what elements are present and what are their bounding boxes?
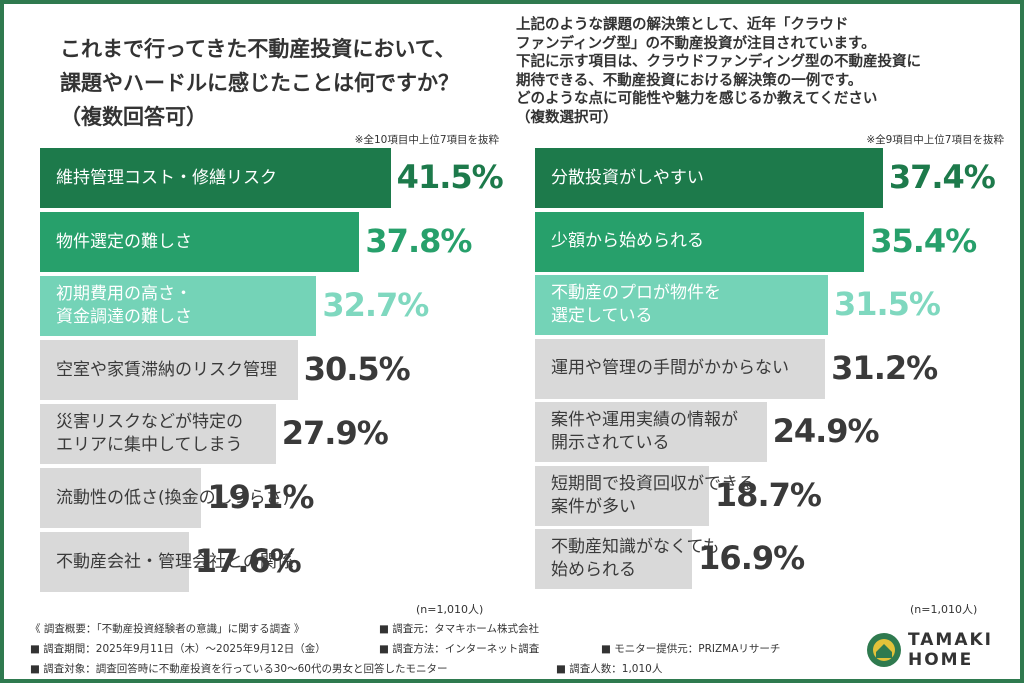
footer-item: 調査方法：インターネット調査 <box>379 641 539 656</box>
bar <box>40 532 189 592</box>
value-label: 35.4% <box>870 221 977 260</box>
bar <box>40 276 317 336</box>
logo-icon <box>867 633 901 667</box>
value-label: 19.1% <box>207 478 314 516</box>
category-label: 物件選定の難しさ <box>56 231 192 252</box>
bar <box>40 404 276 464</box>
value-label: 16.9% <box>698 539 805 577</box>
logo-text: TAMAKI HOME <box>908 630 994 670</box>
category-label: 維持管理コスト・修繕リスク <box>56 167 277 188</box>
category-label: 流動性の低さ(換金のしづらさ) <box>56 487 290 508</box>
value-label: 24.9% <box>772 412 880 450</box>
value-label: 31.5% <box>833 285 941 323</box>
category-label: 不動産会社・管理会社との関係 <box>56 551 294 572</box>
footer-item: 調査人数：1,010人 <box>556 661 662 676</box>
bar <box>40 212 360 272</box>
note: ※全9項目中上位7項目を抜粋 <box>866 134 1004 146</box>
category-label: 空室や家賃滞納のリスク管理 <box>56 359 277 380</box>
value-label: 18.7% <box>714 475 822 514</box>
category-label: 少額から始められる <box>551 231 704 252</box>
category-label: 初期費用の高さ・ 資金調達の難しさ <box>56 284 192 327</box>
sample-size: (n=1,010人) <box>416 603 484 616</box>
sample-size: (n=1,010人) <box>910 603 978 616</box>
category-label: 分散投資がしやすい <box>551 167 704 188</box>
bar <box>535 338 826 399</box>
value-label: 32.7% <box>322 286 429 324</box>
value-label: 37.4% <box>888 158 996 196</box>
right-title: 上記のような課題の解決策として、近年「クラウド ファンディング型」の不動産投資が… <box>516 17 921 126</box>
bar <box>535 275 828 335</box>
footer-item: 《 調査概要：「不動産投資経験者の意識」に関する調査 》 <box>30 623 305 635</box>
value-label: 37.8% <box>365 222 472 260</box>
value-label: 30.5% <box>303 350 411 388</box>
footer-item: 調査対象：調査回答時に不動産投資を行っている30～60代の男女と回答したモニター <box>30 661 447 676</box>
value-label: 41.5% <box>396 158 504 196</box>
category-label: 不動産知識がなくても 始められる <box>551 537 720 580</box>
value-label: 27.9% <box>281 414 389 452</box>
bar <box>40 340 298 400</box>
bar <box>535 211 865 272</box>
bar <box>40 468 202 528</box>
bar <box>535 529 693 589</box>
footer-item: 調査元：タマキホーム株式会社 <box>379 621 539 636</box>
category-label: 不動産のプロが物件を 選定している <box>551 283 721 326</box>
footer-item: モニター提供元：PRIZMAリサーチ <box>601 641 780 656</box>
value-label: 31.2% <box>831 348 938 387</box>
bar <box>535 465 709 526</box>
category-label: 案件や運用実績の情報が 開示されている <box>551 410 738 453</box>
footer-item: 調査期間：2025年9月11日（木）～2025年9月12日（金） <box>30 641 326 656</box>
category-label: 短期間で投資回収ができる 案件が多い <box>551 473 755 517</box>
value-label: 17.6% <box>194 542 302 580</box>
bar <box>40 148 391 208</box>
category-label: 運用や管理の手間がかからない <box>551 358 789 379</box>
note: ※全10項目中上位7項目を抜粋 <box>354 134 499 146</box>
left-title: これまで行ってきた不動産投資において、 課題やハードルに感じたことは何ですか？ … <box>60 37 459 129</box>
category-label: 災害リスクなどが特定の エリアに集中してしまう <box>56 412 243 455</box>
bar <box>535 402 767 462</box>
bar <box>535 148 883 208</box>
